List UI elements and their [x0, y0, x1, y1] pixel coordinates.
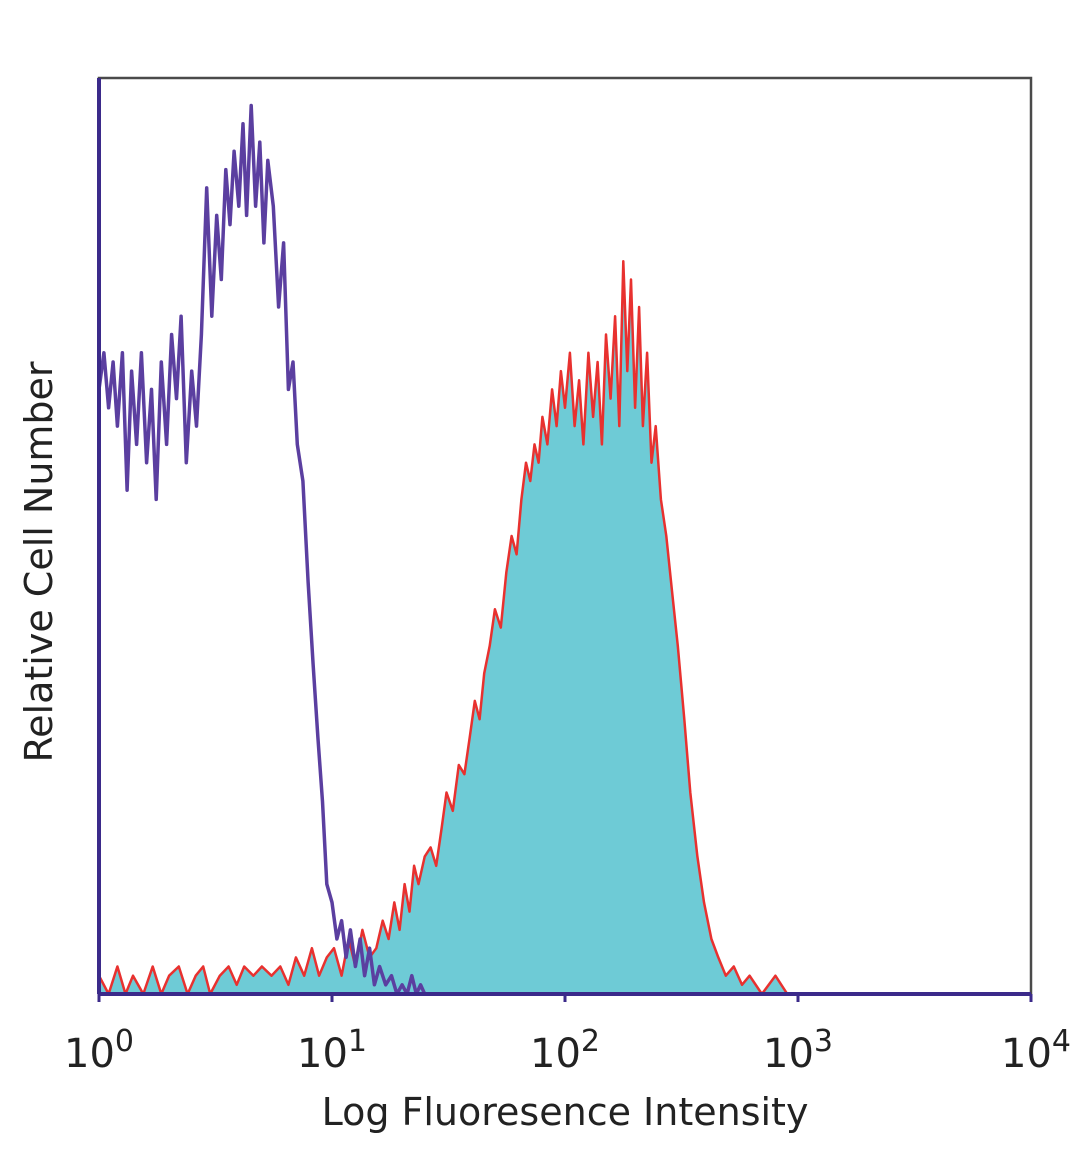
- x-tick-exponent-1: 1: [348, 1024, 367, 1059]
- x-axis-label: Log Fluoresence Intensity: [322, 1090, 809, 1134]
- y-axis-label: Relative Cell Number: [17, 361, 61, 762]
- series-0-line: [97, 103, 1031, 996]
- x-tick-base-1: 10: [297, 1031, 348, 1077]
- x-tick-base-4: 10: [1001, 1031, 1052, 1077]
- x-tick-label-4: 104: [1001, 1024, 1071, 1077]
- x-tick-label-3: 103: [763, 1024, 833, 1077]
- x-tick-exponent-2: 2: [581, 1024, 600, 1059]
- x-tick-label-0: 100: [64, 1024, 134, 1077]
- series-1-line: [97, 259, 1031, 996]
- x-tick-label-2: 102: [530, 1024, 600, 1077]
- series-1-area: [99, 261, 1031, 994]
- x-tick-exponent-4: 4: [1052, 1024, 1071, 1059]
- x-tick-base-2: 10: [530, 1031, 581, 1077]
- plot-series: [97, 103, 1031, 996]
- x-tick-labels: 100 101 102 103 104: [64, 994, 1071, 1077]
- x-tick-label-1: 101: [297, 1024, 367, 1077]
- x-tick-exponent-3: 3: [814, 1024, 833, 1059]
- x-tick-exponent-0: 0: [115, 1024, 134, 1059]
- x-tick-base-0: 10: [64, 1031, 115, 1077]
- x-tick-base-3: 10: [763, 1031, 814, 1077]
